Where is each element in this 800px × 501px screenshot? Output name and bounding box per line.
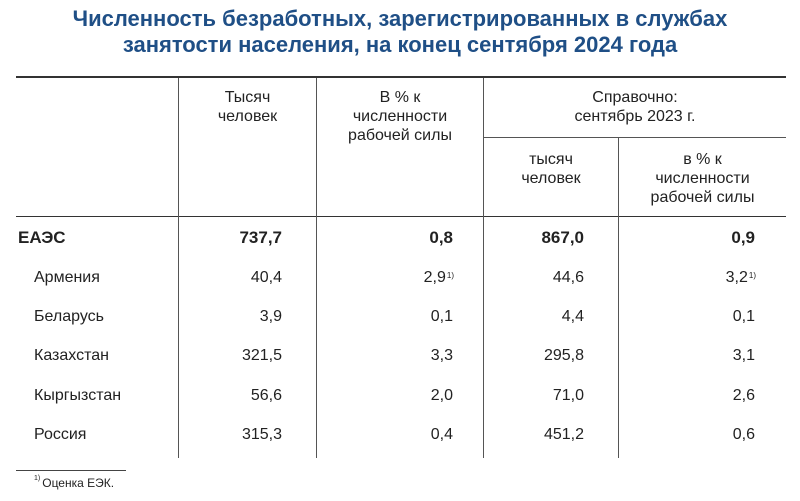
- value-percent: 0,4: [430, 426, 453, 443]
- value-ref-percent: 0,1: [732, 308, 755, 325]
- header-ref-percent-labor-force: в % к численности рабочей силы: [650, 151, 755, 206]
- header-thousand-persons: Тысяч человек: [217, 89, 278, 125]
- table-top-rule: [16, 76, 786, 78]
- value-thousands: 3,9: [259, 308, 282, 325]
- value-ref-thousands: 867,0: [541, 228, 584, 247]
- value-ref-thousands: 44,6: [552, 269, 584, 286]
- header-percent-labor-force: В % к численности рабочей силы: [348, 89, 452, 144]
- value-thousands: 56,6: [250, 387, 282, 404]
- value-percent: 2,91): [423, 269, 454, 286]
- column-divider: [483, 78, 484, 458]
- value-percent: 2,0: [430, 387, 453, 404]
- header-reference: Справочно: сентябрь 2023 г.: [574, 89, 696, 125]
- value-percent: 3,3: [430, 347, 453, 364]
- reference-header-rule: [483, 137, 786, 138]
- value-thousands: 40,4: [250, 269, 282, 286]
- value-ref-percent: 0,6: [732, 426, 755, 443]
- value-ref-thousands: 71,0: [552, 387, 584, 404]
- row-name: Беларусь: [34, 308, 104, 325]
- value-ref-percent: 0,9: [731, 228, 755, 247]
- page-title: Численность безработных, зарегистрирован…: [0, 6, 800, 58]
- column-divider: [316, 78, 317, 458]
- row-name: Армения: [34, 269, 100, 286]
- column-divider: [618, 137, 619, 458]
- header-ref-thousand-persons: тысяч человек: [521, 151, 581, 187]
- value-thousands: 321,5: [241, 347, 282, 364]
- footnote-text: Оценка ЕЭК.: [42, 476, 115, 490]
- row-name: Кыргызстан: [34, 387, 122, 404]
- value-thousands: 737,7: [239, 228, 282, 247]
- value-percent: 0,1: [430, 308, 453, 325]
- row-name: Россия: [34, 426, 87, 443]
- value-ref-percent: 3,21): [725, 269, 756, 286]
- value-ref-percent: 3,1: [732, 347, 755, 364]
- value-ref-thousands: 295,8: [543, 347, 584, 364]
- footnote: 1) Оценка ЕЭК.: [34, 475, 115, 490]
- title-line-2: занятости населения, на конец сентября 2…: [122, 32, 678, 57]
- table-header-rule: [16, 216, 786, 217]
- value-thousands: 315,3: [241, 426, 282, 443]
- value-ref-thousands: 451,2: [543, 426, 584, 443]
- value-percent: 0,8: [429, 228, 453, 247]
- title-line-1: Численность безработных, зарегистрирован…: [72, 6, 728, 31]
- footnote-mark: 1): [34, 475, 41, 482]
- footnote-rule: [16, 470, 126, 471]
- column-divider: [178, 78, 179, 458]
- row-name: Казахстан: [34, 347, 109, 364]
- value-ref-percent: 2,6: [732, 387, 755, 404]
- value-ref-thousands: 4,4: [561, 308, 584, 325]
- row-name: ЕАЭС: [18, 228, 66, 247]
